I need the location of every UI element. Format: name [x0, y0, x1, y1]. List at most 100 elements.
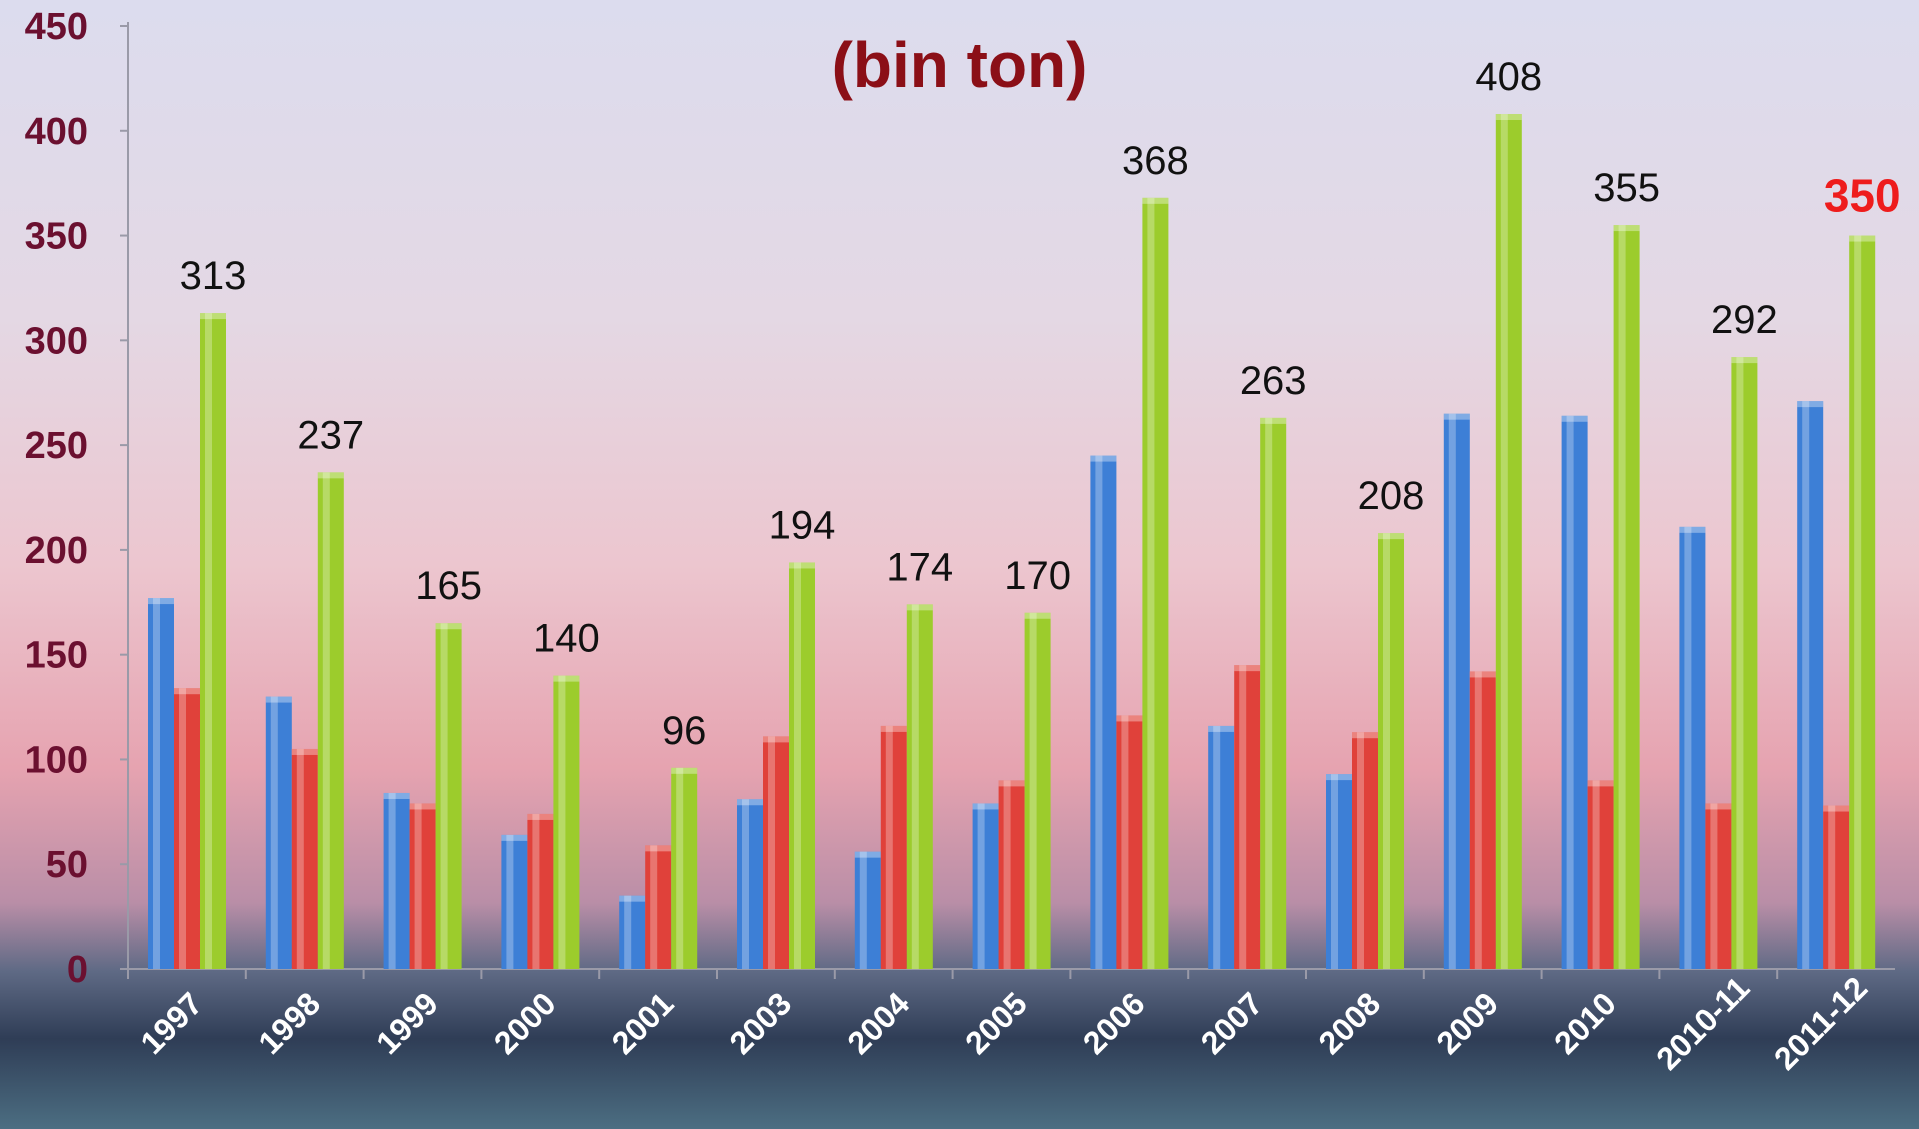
data-label: 165 — [415, 564, 482, 608]
bar-cap — [1142, 197, 1169, 204]
bar — [1326, 774, 1352, 969]
bar-highlight — [1448, 413, 1456, 970]
bar-cap — [1613, 225, 1640, 232]
bar — [906, 604, 933, 969]
bar-highlight — [388, 792, 396, 969]
bar-highlight — [1500, 114, 1508, 970]
bar — [619, 895, 646, 969]
bar-cap — [972, 803, 999, 810]
bar-cap — [1495, 114, 1522, 121]
bar — [972, 803, 999, 969]
bar — [880, 725, 907, 969]
bar — [501, 834, 528, 969]
bar-highlight — [885, 725, 893, 969]
bar-highlight — [532, 813, 540, 969]
bar-highlight — [1828, 805, 1836, 969]
bar-cap — [1208, 725, 1235, 732]
bar-cap — [265, 696, 292, 703]
bar-cap — [148, 598, 174, 605]
bar-cap — [383, 792, 410, 799]
bar-highlight — [742, 799, 749, 969]
bar-cap — [1679, 526, 1706, 533]
bar-highlight — [911, 604, 919, 969]
bar-highlight — [1592, 780, 1600, 969]
bar-cap — [1352, 732, 1378, 739]
bar-cap — [409, 803, 436, 810]
bar-highlight — [624, 895, 632, 969]
y-tick-label: 100 — [25, 739, 88, 781]
bar-highlight — [414, 803, 422, 969]
y-tick-label: 400 — [25, 111, 88, 153]
bar-highlight — [1213, 725, 1221, 969]
bar-highlight — [676, 767, 684, 969]
x-tick-label: 2008 — [1312, 985, 1388, 1061]
y-tick-label: 450 — [25, 6, 88, 48]
bar-cap — [1024, 612, 1051, 619]
bar — [645, 845, 672, 969]
bar-highlight — [558, 675, 566, 969]
x-tick-label: 2010 — [1547, 985, 1623, 1061]
bar-highlight — [1383, 533, 1390, 969]
bar-cap — [435, 623, 462, 630]
bar-cap — [174, 688, 200, 695]
bar — [737, 799, 763, 969]
bar — [1443, 413, 1470, 970]
bar-highlight — [270, 696, 278, 969]
bar-highlight — [1684, 526, 1692, 969]
bar — [1823, 805, 1850, 969]
bar-cap — [1378, 533, 1404, 540]
bar — [174, 688, 200, 969]
bar — [789, 562, 815, 969]
y-tick-label: 150 — [25, 635, 88, 677]
bar — [148, 598, 174, 969]
y-tick-label: 300 — [25, 320, 88, 362]
bar-cap — [1705, 803, 1732, 810]
bar — [317, 472, 344, 969]
bar — [435, 623, 462, 969]
x-tick-label: 1997 — [134, 985, 210, 1061]
bar-highlight — [1121, 715, 1129, 969]
x-tick-label: 2007 — [1194, 985, 1270, 1061]
data-label: 313 — [180, 254, 247, 298]
data-label: 194 — [769, 503, 836, 547]
data-label: 368 — [1122, 139, 1189, 183]
bar-cap — [317, 472, 344, 479]
bar — [1090, 455, 1117, 970]
bar — [527, 813, 554, 969]
data-label: 292 — [1711, 298, 1778, 342]
bar-cap — [1234, 665, 1261, 672]
bar — [1705, 803, 1732, 969]
bar — [265, 696, 292, 969]
bar-cap — [1443, 413, 1470, 420]
data-label: 408 — [1475, 55, 1542, 99]
bar-highlight — [1095, 455, 1103, 970]
x-tick-label: 2009 — [1429, 985, 1505, 1061]
bar — [1849, 235, 1876, 970]
bar-cap — [645, 845, 672, 852]
bar-cap — [789, 562, 815, 569]
bar-highlight — [650, 845, 658, 969]
bar — [763, 736, 789, 969]
bar-highlight — [1147, 197, 1155, 969]
bar-cap — [763, 736, 789, 743]
bar-highlight — [1854, 235, 1862, 970]
x-tick-label: 1999 — [369, 985, 445, 1061]
chart-subtitle: (bin ton) — [831, 29, 1088, 101]
bar-cap — [501, 834, 528, 841]
bar — [1613, 225, 1640, 970]
bar — [383, 792, 410, 969]
bar-highlight — [1618, 225, 1626, 970]
bar — [1234, 665, 1261, 969]
bar-cap — [880, 725, 907, 732]
data-label: 350 — [1824, 170, 1901, 222]
bar — [854, 851, 881, 969]
bar-highlight — [1331, 774, 1338, 969]
x-tick-label: 1998 — [251, 985, 327, 1061]
bar-cap — [1260, 417, 1287, 424]
x-tick-label: 2003 — [723, 985, 799, 1061]
bar-highlight — [977, 803, 985, 969]
bar-cap — [998, 780, 1025, 787]
bar-cap — [906, 604, 933, 611]
bar-highlight — [1239, 665, 1247, 969]
